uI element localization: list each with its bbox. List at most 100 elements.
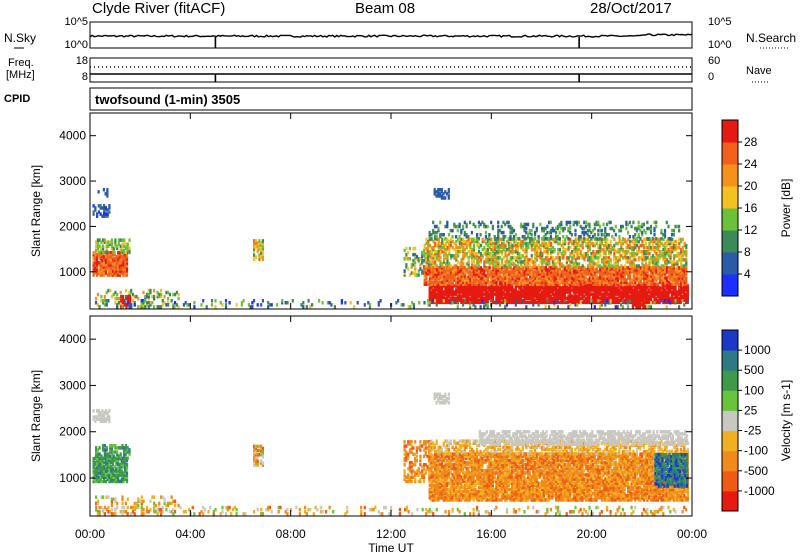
power-cell xyxy=(542,298,545,302)
power-cell xyxy=(525,272,528,276)
power-cell xyxy=(650,245,653,250)
power-cell xyxy=(600,300,603,305)
power-cell xyxy=(497,220,500,225)
power-cell xyxy=(447,288,451,292)
power-cell xyxy=(593,305,596,309)
power-cell xyxy=(460,258,463,262)
power-cell xyxy=(537,303,540,307)
power-cell xyxy=(541,252,544,256)
power-cell xyxy=(123,301,126,305)
power-cell xyxy=(657,272,660,276)
power-cell xyxy=(670,284,674,288)
power-cell xyxy=(479,276,482,280)
power-cell xyxy=(572,298,575,302)
power-cell xyxy=(660,237,663,241)
power-cell xyxy=(670,300,674,305)
power-cell xyxy=(455,235,458,239)
power-cell xyxy=(581,230,584,235)
power-cell xyxy=(636,270,639,274)
power-cell xyxy=(620,243,623,248)
power-cell xyxy=(530,300,533,305)
power-cell xyxy=(600,276,604,280)
power-cell xyxy=(333,305,336,309)
power-cell xyxy=(637,256,640,260)
power-cell xyxy=(118,252,121,257)
power-cell xyxy=(536,266,539,270)
power-cell xyxy=(101,273,104,277)
power-cell xyxy=(553,301,556,305)
velocity-cell xyxy=(103,479,106,484)
power-cell xyxy=(448,274,451,278)
power-cell xyxy=(685,296,688,300)
power-cell xyxy=(442,254,446,258)
velocity-cell xyxy=(124,460,127,465)
power-cell xyxy=(644,230,647,235)
power-cell xyxy=(434,260,437,264)
power-cell xyxy=(441,245,444,250)
power-cell xyxy=(469,245,472,250)
power-cell xyxy=(455,252,458,256)
power-cell xyxy=(99,267,102,271)
power-cell xyxy=(683,278,686,282)
power-cell xyxy=(650,274,653,278)
power-cell xyxy=(512,288,516,292)
power-cell xyxy=(616,288,619,292)
power-cell xyxy=(564,274,567,278)
power-cell xyxy=(458,266,461,270)
power-cell xyxy=(518,254,521,258)
power-cell xyxy=(113,273,116,277)
power-cell xyxy=(536,278,539,282)
power-cell xyxy=(650,282,653,286)
power-cell xyxy=(102,240,105,244)
power-cell xyxy=(432,256,435,260)
power-cell xyxy=(437,245,440,250)
power-cell xyxy=(449,290,452,294)
power-cell xyxy=(656,298,660,302)
power-cell xyxy=(414,273,417,277)
power-cell xyxy=(535,284,538,288)
power-cell xyxy=(586,286,589,290)
power-cell xyxy=(641,284,644,288)
power-cell xyxy=(551,272,554,276)
power-cell xyxy=(586,278,590,282)
power-cell xyxy=(463,220,466,225)
power-cell xyxy=(637,282,640,286)
power-cell xyxy=(520,260,523,264)
power-cell xyxy=(530,266,533,270)
power-cell xyxy=(544,278,547,282)
power-cell xyxy=(521,235,524,239)
velocity-cell xyxy=(123,450,126,454)
power-cell xyxy=(606,222,609,227)
power-cell xyxy=(115,261,118,265)
power-cell xyxy=(646,286,649,290)
power-cell xyxy=(111,273,114,277)
power-cell xyxy=(680,239,683,244)
power-cell xyxy=(627,268,630,272)
power-cell xyxy=(527,241,530,246)
power-cell xyxy=(518,292,521,296)
power-cell xyxy=(122,267,125,271)
power-cell xyxy=(546,286,549,290)
power-cell xyxy=(509,300,512,305)
power-cell xyxy=(537,296,540,300)
power-cell xyxy=(525,284,528,288)
power-cell xyxy=(567,298,570,302)
power-cell xyxy=(581,286,584,290)
power-cell xyxy=(167,303,170,307)
power-cell xyxy=(101,269,104,273)
power-cell xyxy=(641,301,644,305)
power-cell xyxy=(535,288,538,292)
power-cell xyxy=(455,272,458,276)
power-cell xyxy=(435,194,438,198)
power-cell xyxy=(505,298,509,302)
power-cell xyxy=(455,268,458,272)
power-cell xyxy=(174,292,177,297)
velocity-cell xyxy=(117,456,120,461)
power-cell xyxy=(142,290,145,295)
power-cell xyxy=(528,230,531,235)
power-cell xyxy=(665,250,669,254)
power-cell xyxy=(432,270,435,274)
power-cell xyxy=(103,214,106,218)
power-cell xyxy=(636,272,639,276)
power-cell xyxy=(590,284,593,288)
